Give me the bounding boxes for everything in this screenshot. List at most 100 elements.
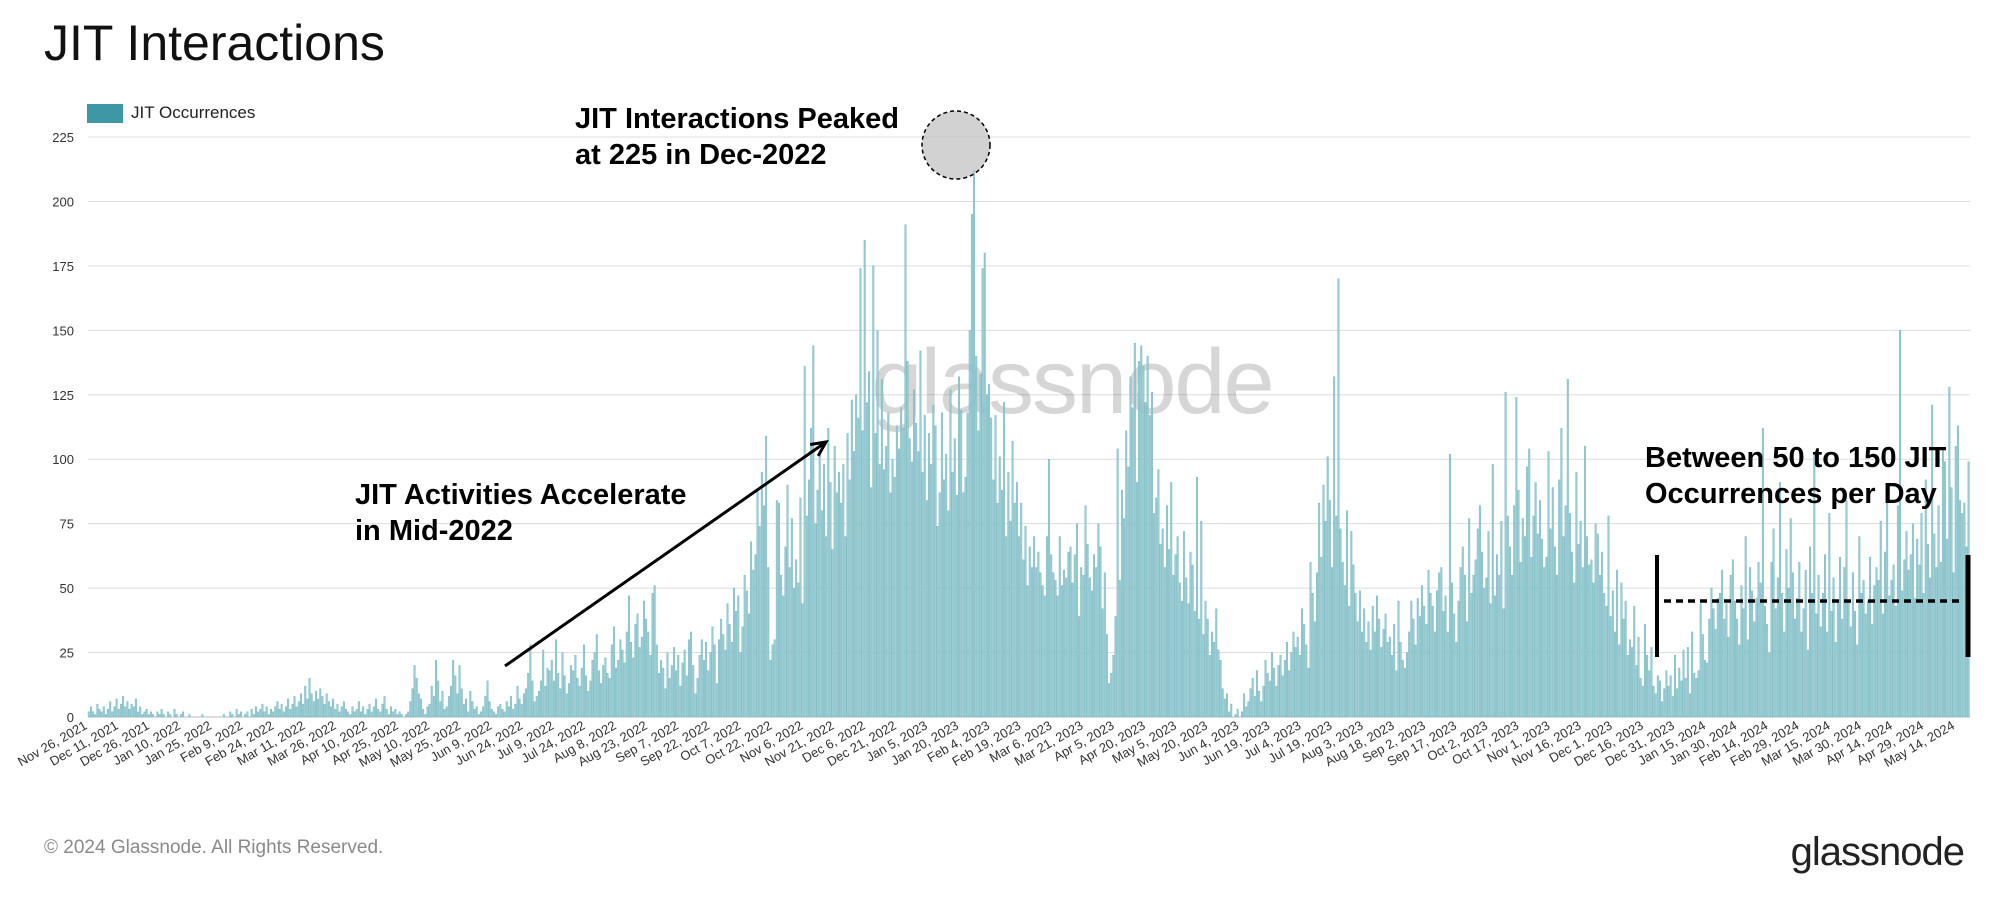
bar [745,590,748,718]
bar [1749,567,1751,718]
bar [1652,685,1655,718]
bar [1789,518,1792,718]
bar [1290,652,1293,718]
bar [1226,693,1228,718]
bar [1442,611,1445,718]
bar [1598,575,1601,718]
bar [769,660,772,718]
bar [1491,464,1494,718]
bar [458,665,461,718]
bar [272,711,275,718]
bar [943,479,946,718]
bar [1403,667,1406,718]
bar [1421,585,1424,718]
bar [767,567,770,718]
bar [1331,567,1333,718]
bar [1468,518,1471,718]
bar [1622,618,1625,718]
bar [1772,528,1775,718]
bar [443,709,446,718]
bar [1571,551,1574,718]
bar [465,698,468,718]
bar [1616,569,1619,718]
bar [1665,670,1668,718]
bar [958,376,961,718]
bar [1952,572,1955,718]
bar [222,714,225,718]
y-tick-label: 100 [52,452,74,467]
bar [1583,446,1586,718]
bar [675,670,678,718]
bar [1633,605,1636,718]
bar [544,685,547,718]
bar [257,711,260,718]
bar [1498,575,1501,718]
bar [1337,278,1340,718]
bar [844,536,847,718]
bar [1279,654,1282,718]
bar [874,433,877,718]
bar [709,652,712,718]
bar [1787,587,1790,718]
bar [788,567,791,718]
bar [1581,567,1584,718]
bar [724,649,727,718]
bar [799,497,802,718]
bar [1030,567,1033,718]
bar [1764,605,1766,718]
bar [955,495,958,718]
bar [621,649,624,718]
bar [398,711,401,718]
bar [156,711,159,718]
bar [1596,533,1599,718]
bar [1406,652,1409,718]
bar [908,438,911,718]
bar [1761,428,1764,718]
bar [623,662,626,718]
glassnode-logo: glassnode [1790,830,1965,874]
bar [801,603,804,718]
bar [846,433,849,718]
bar [1425,624,1428,718]
bar [274,706,277,718]
bar [287,698,290,718]
bar [642,600,645,718]
bar [687,639,690,718]
bar [1033,536,1036,718]
bar [1783,631,1786,718]
bar [1558,479,1561,718]
bar [793,587,795,718]
bar [505,701,508,718]
bar [732,587,735,718]
bar [1416,598,1419,718]
bar [152,714,155,718]
bar [1588,564,1591,718]
bar [1110,672,1113,718]
bar [752,569,755,718]
bar [420,698,422,718]
bar [604,657,607,718]
bar [683,649,686,718]
bar [1875,567,1878,718]
bar [1579,520,1582,718]
bar [1168,549,1171,718]
bar [512,709,515,718]
bar [1054,580,1057,718]
bar [1401,660,1404,718]
bar [617,660,620,718]
bar [589,680,592,718]
bar [390,706,392,718]
bar [267,714,270,718]
bar [868,371,870,718]
bar [497,706,500,718]
bar [495,714,498,718]
bar [117,709,120,718]
bar [364,714,367,718]
bar [1251,678,1254,718]
bar [441,691,444,718]
bar [812,345,815,718]
bar [336,703,339,718]
bar [707,670,710,718]
bar [1063,569,1066,718]
bar [743,575,746,718]
